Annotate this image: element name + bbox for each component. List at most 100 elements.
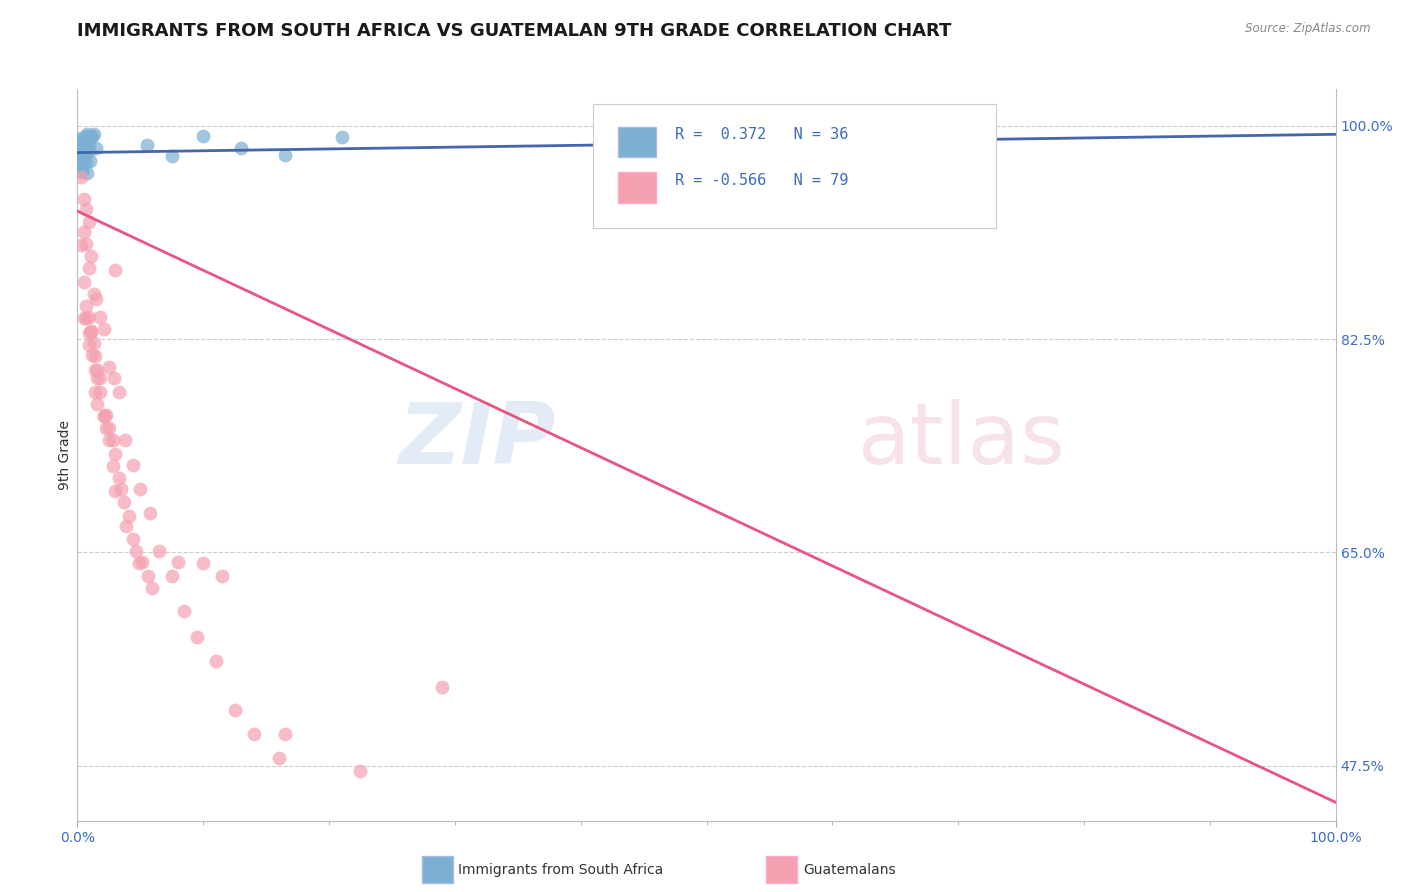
Point <box>80 325 103 339</box>
Point <box>70 238 93 252</box>
Point <box>69 136 91 150</box>
Point <box>101 434 124 448</box>
Point <box>84 349 107 363</box>
Point <box>186 630 208 644</box>
Point <box>274 148 297 162</box>
Point <box>86 362 108 376</box>
Point <box>83 287 105 301</box>
Point <box>84 292 107 306</box>
Text: R =  0.372   N = 36: R = 0.372 N = 36 <box>675 127 848 142</box>
Text: Guatemalans: Guatemalans <box>803 863 896 877</box>
Point <box>173 604 195 618</box>
Point <box>77 261 100 276</box>
Point <box>136 568 159 582</box>
Point <box>82 128 104 143</box>
Point <box>139 507 162 521</box>
Point <box>267 751 290 765</box>
Point <box>75 155 97 169</box>
Text: Immigrants from South Africa: Immigrants from South Africa <box>458 863 664 877</box>
FancyBboxPatch shape <box>619 127 657 157</box>
Point <box>128 557 150 571</box>
Point <box>75 145 97 160</box>
Point <box>118 508 141 523</box>
Point <box>121 532 143 546</box>
Point <box>115 518 138 533</box>
Point <box>72 165 94 179</box>
Point <box>97 360 120 375</box>
Point <box>108 471 131 485</box>
Point <box>69 153 91 167</box>
Point <box>84 141 107 155</box>
Point <box>160 568 183 582</box>
Point <box>72 158 94 172</box>
Point <box>97 434 120 448</box>
Point <box>75 311 97 326</box>
Point <box>112 495 135 509</box>
Point <box>75 128 97 143</box>
Point <box>96 421 118 435</box>
Point <box>70 169 93 184</box>
Point <box>148 544 170 558</box>
Point <box>242 727 264 741</box>
Point <box>77 326 100 340</box>
Point <box>93 322 115 336</box>
FancyBboxPatch shape <box>593 103 995 228</box>
Point <box>72 142 94 156</box>
Point <box>191 128 215 143</box>
Point <box>121 458 143 472</box>
Point <box>72 164 94 178</box>
Point <box>77 139 100 153</box>
Point <box>96 408 118 422</box>
Point <box>84 362 107 376</box>
Point <box>141 581 163 595</box>
Point <box>191 557 215 571</box>
Point <box>70 131 93 145</box>
Point <box>101 458 124 473</box>
Point <box>683 863 706 877</box>
Point <box>72 225 94 239</box>
Point <box>72 192 94 206</box>
Point <box>79 154 101 169</box>
Point <box>131 555 153 569</box>
Point <box>72 275 94 289</box>
Point <box>83 335 105 350</box>
Point <box>80 249 103 263</box>
Point <box>103 371 125 385</box>
Point <box>86 397 108 411</box>
Point <box>69 146 91 161</box>
Point <box>104 447 127 461</box>
Point <box>274 727 297 741</box>
Point <box>79 129 101 144</box>
Point <box>108 384 131 399</box>
Point <box>432 680 454 694</box>
Point <box>160 149 183 163</box>
Text: atlas: atlas <box>858 399 1066 482</box>
Point <box>77 310 100 325</box>
Point <box>72 153 94 167</box>
Point <box>224 703 246 717</box>
Point <box>229 141 252 155</box>
Point <box>204 654 226 668</box>
Text: R = -0.566   N = 79: R = -0.566 N = 79 <box>675 173 848 188</box>
Point <box>129 482 152 496</box>
Point <box>211 568 233 582</box>
Point <box>89 310 111 325</box>
Point <box>167 555 190 569</box>
Point <box>77 145 100 159</box>
Point <box>72 137 94 152</box>
Text: ZIP: ZIP <box>398 399 555 482</box>
Point <box>72 311 94 326</box>
Point <box>76 166 98 180</box>
Point <box>104 484 127 499</box>
Point <box>104 262 127 277</box>
Point <box>86 371 108 385</box>
Y-axis label: 9th Grade: 9th Grade <box>58 420 72 490</box>
Point <box>93 409 115 423</box>
Point <box>135 138 157 153</box>
Point <box>70 133 93 147</box>
Point <box>75 202 97 216</box>
Point <box>82 348 104 362</box>
Point <box>114 434 136 448</box>
Point <box>80 129 103 144</box>
Point <box>110 482 132 496</box>
